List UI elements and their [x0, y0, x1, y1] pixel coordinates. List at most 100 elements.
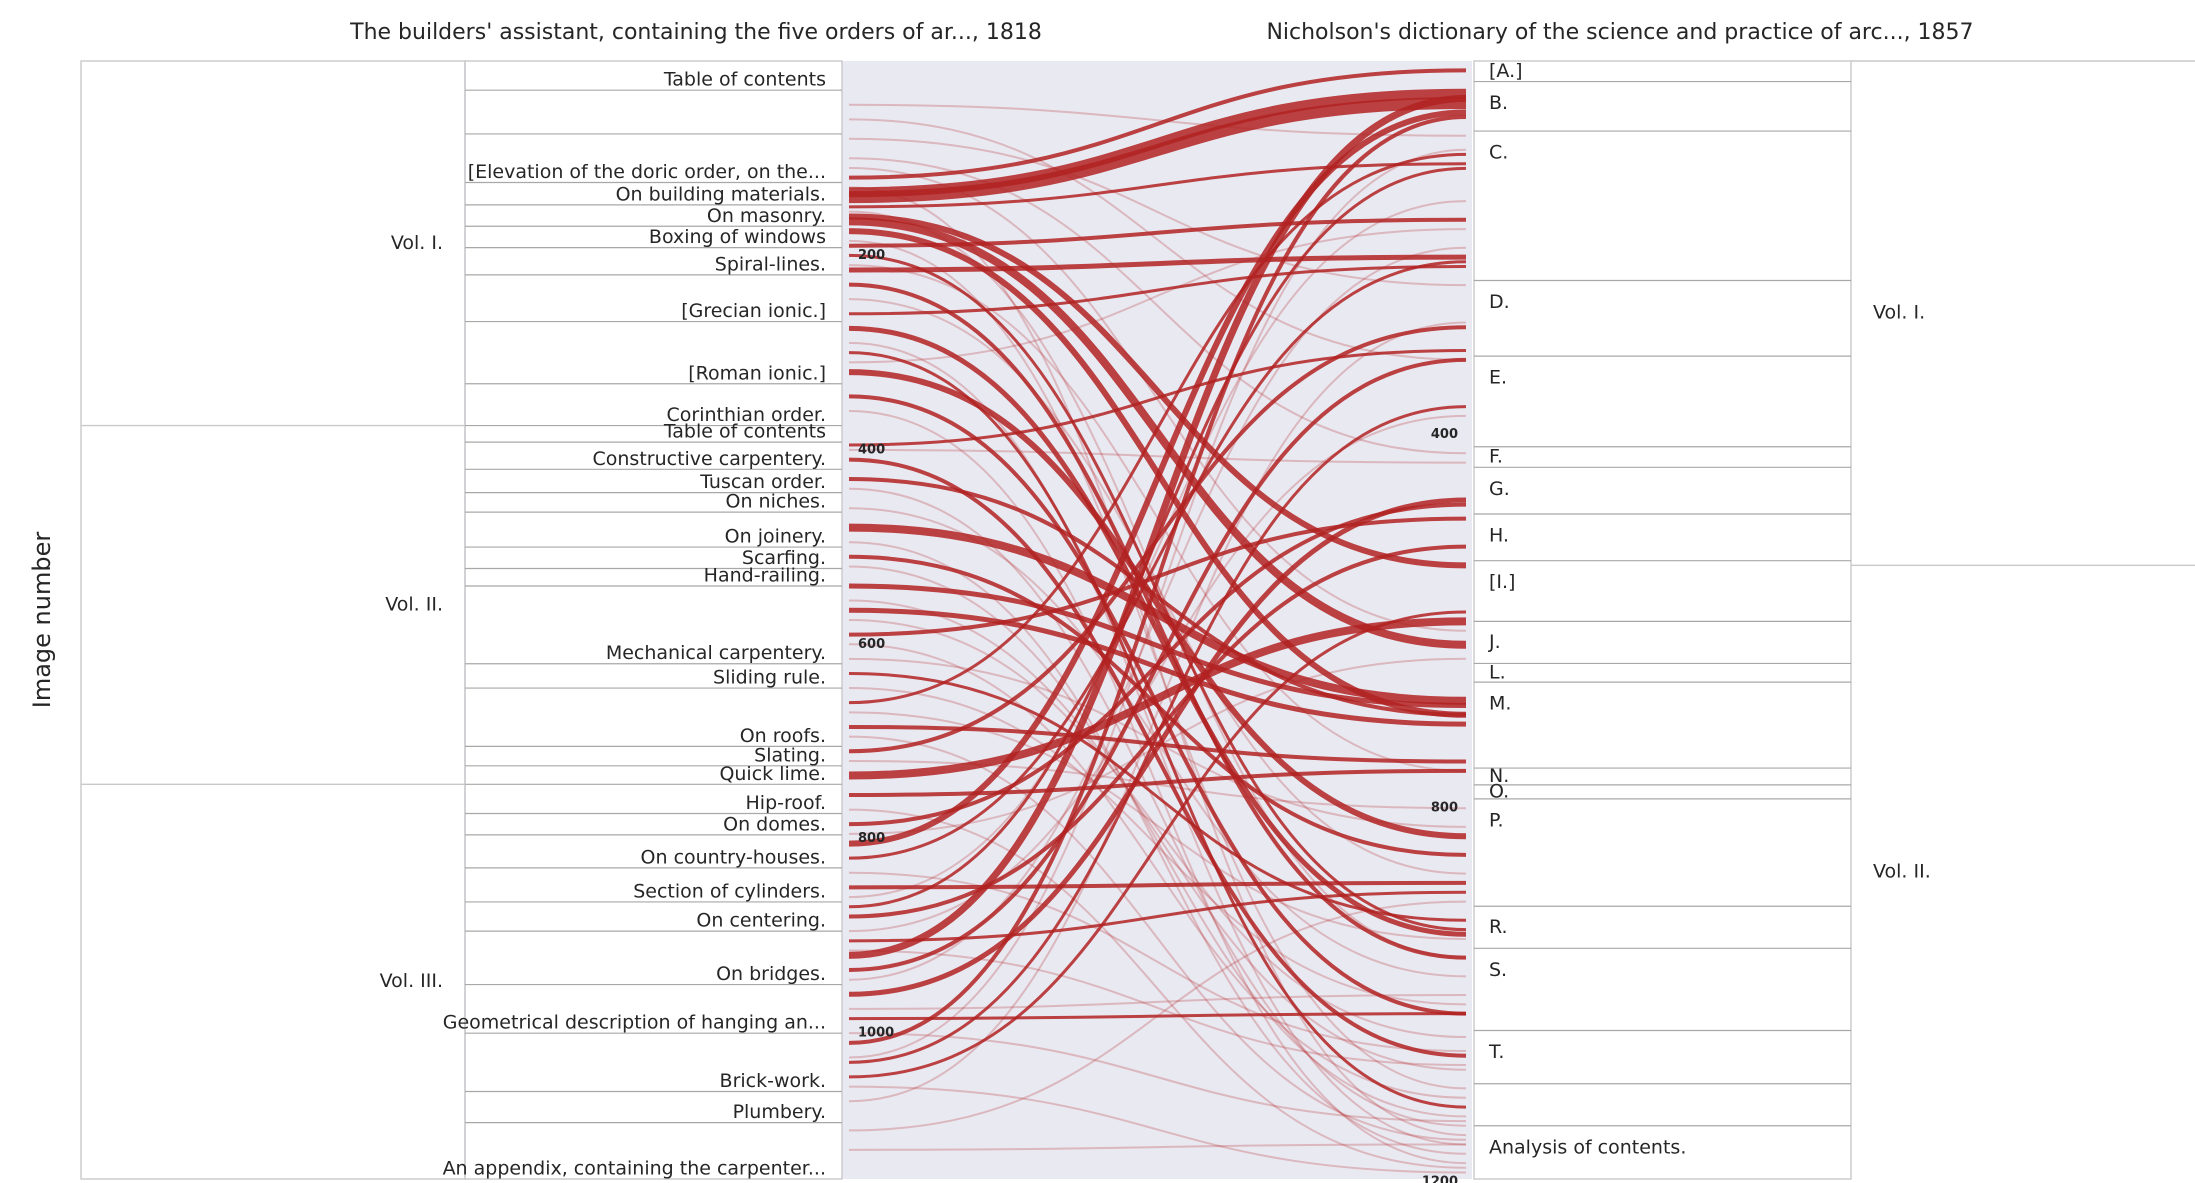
left-section-label: On niches.: [726, 491, 826, 513]
link-path: [848, 260, 1467, 860]
link-path: [848, 166, 1467, 909]
link-path: [848, 448, 1467, 464]
link-path: [848, 949, 1467, 1067]
left-tick-label: 400: [858, 442, 885, 457]
left-section-label: [Elevation of the doric order, on the...: [468, 161, 826, 183]
left-section-label: Sliding rule.: [713, 667, 826, 689]
y-axis-label: Image number: [28, 532, 56, 709]
link-path: [848, 217, 1467, 248]
left-section-label: On building materials.: [616, 183, 826, 205]
right-tick-label: 400: [1431, 427, 1458, 442]
left-section-label: On bridges.: [716, 963, 826, 985]
link-path: [848, 1143, 1467, 1151]
link-path: [848, 298, 1467, 875]
link-path: [848, 357, 1467, 972]
link-path: [848, 1085, 1467, 1174]
left-section-label: Plumbery.: [733, 1101, 826, 1123]
link-path: [848, 325, 1467, 937]
right-volume-label: Vol. I.: [1873, 302, 1925, 324]
link-path: [848, 109, 1467, 847]
left-section-label: Spiral-lines.: [715, 253, 826, 275]
link-path: [848, 264, 1467, 316]
left-tick-label: 600: [858, 637, 885, 652]
ticks-layer: 200 400 600 800 1000 400 800 1200: [858, 248, 1458, 1183]
left-section-label: On roofs.: [740, 725, 826, 747]
link-path: [848, 228, 1467, 364]
left-section-label: [Grecian ionic.]: [681, 300, 826, 322]
links-layer: [848, 68, 1467, 1174]
left-tick-label: 1000: [858, 1026, 894, 1041]
link-path: [848, 768, 1467, 797]
left-section-label: An appendix, containing the carpenter...: [443, 1158, 826, 1180]
link-path: [848, 115, 1467, 1045]
link-path: [848, 900, 1467, 1132]
link-path: [848, 166, 1467, 632]
right-section-label: B.: [1489, 92, 1508, 114]
link-path: [848, 254, 1467, 273]
right-section-label: D.: [1489, 291, 1510, 313]
link-path: [848, 583, 1467, 708]
right-section-label: H.: [1489, 524, 1509, 546]
left-volume-label: Vol. I.: [391, 232, 443, 254]
left-section-label: Constructive carpentery.: [592, 448, 826, 470]
left-section-label: [Roman ionic.]: [688, 362, 826, 384]
link-path: [848, 619, 1467, 1039]
link-path: [848, 759, 1467, 810]
left-book-title: The builders' assistant, containing the …: [349, 20, 1042, 45]
right-section-label: P.: [1489, 809, 1504, 831]
left-section-label: On masonry.: [707, 205, 826, 227]
right-section-label: [A.]: [1489, 60, 1523, 82]
link-path: [848, 282, 1467, 960]
left-section-label: On centering.: [696, 910, 826, 932]
link-path: [848, 253, 1467, 932]
left-section-label: Hand-railing.: [704, 564, 826, 586]
left-tick-label: 800: [858, 831, 885, 846]
left-section-label: Boxing of windows: [649, 226, 826, 248]
right-book-title: Nicholson's dictionary of the science an…: [1266, 20, 1973, 45]
right-section-label: M.: [1489, 693, 1511, 715]
left-volume-label: Vol. III.: [380, 970, 443, 992]
left-section-label: Hip-roof.: [746, 792, 826, 814]
right-section-label: R.: [1489, 916, 1508, 938]
link-path: [848, 735, 1467, 1141]
link-path: [848, 118, 1467, 361]
link-path: [848, 152, 1467, 705]
link-path: [848, 1012, 1467, 1021]
link-path: [848, 405, 1467, 1064]
right-section-label: O.: [1489, 780, 1509, 802]
link-path: [848, 554, 1467, 857]
right-section-label: L.: [1489, 661, 1506, 683]
link-path: [848, 617, 1467, 780]
link-path: [848, 565, 1467, 1118]
column-frame: [80, 60, 466, 1180]
left-section-label: Tuscan order.: [699, 471, 826, 493]
right-section-label: [I.]: [1489, 571, 1515, 593]
right-tick-label: 1200: [1422, 1174, 1458, 1183]
left-section-label: Quick lime.: [719, 763, 826, 785]
left-section-label: On country-houses.: [641, 846, 826, 868]
link-path: [848, 994, 1467, 1010]
link-path: [848, 264, 1467, 772]
link-path: [848, 1032, 1467, 1123]
right-section-label: J.: [1488, 631, 1501, 653]
right-section-label: G.: [1489, 478, 1510, 500]
link-path: [848, 210, 1467, 959]
link-path: [848, 880, 1467, 890]
link-path: [848, 643, 1467, 1099]
right-volume-label: Vol. II.: [1873, 861, 1931, 883]
link-path: [848, 321, 1467, 1103]
link-path: [848, 213, 1467, 569]
link-path: [848, 657, 1467, 835]
link-path: [848, 137, 1467, 287]
link-path: [848, 523, 1467, 705]
column-frame: [1473, 60, 1852, 1180]
link-path: [848, 369, 1467, 840]
link-path: [848, 808, 1467, 1169]
link-path: [848, 103, 1467, 137]
left-section-label: Section of cylinders.: [633, 880, 826, 902]
left-section-label: Mechanical carpentery.: [606, 642, 826, 664]
link-path: [848, 487, 1467, 1127]
right-section-label: C.: [1489, 142, 1508, 164]
link-path: [848, 246, 1467, 981]
